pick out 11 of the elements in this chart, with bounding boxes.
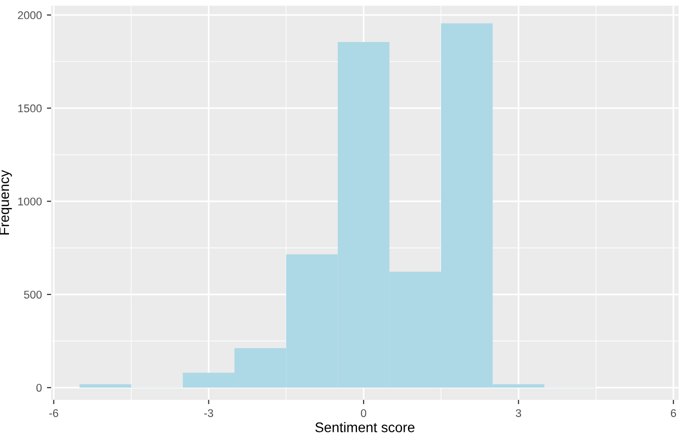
x-axis-title: Sentiment score [315,422,414,432]
y-tick-label: 1000 [18,198,42,206]
x-tick-label: 6 [670,409,676,418]
x-tick-label: -3 [204,409,214,418]
y-tick-label: 500 [24,290,42,299]
y-tick-label: 0 [36,384,42,392]
x-tick-label: -6 [49,409,58,418]
y-tick-label: 2000 [18,11,42,20]
y-tick-label: 1500 [18,104,42,112]
x-tick-label: 3 [516,409,522,418]
x-tick-label: 0 [360,409,366,418]
